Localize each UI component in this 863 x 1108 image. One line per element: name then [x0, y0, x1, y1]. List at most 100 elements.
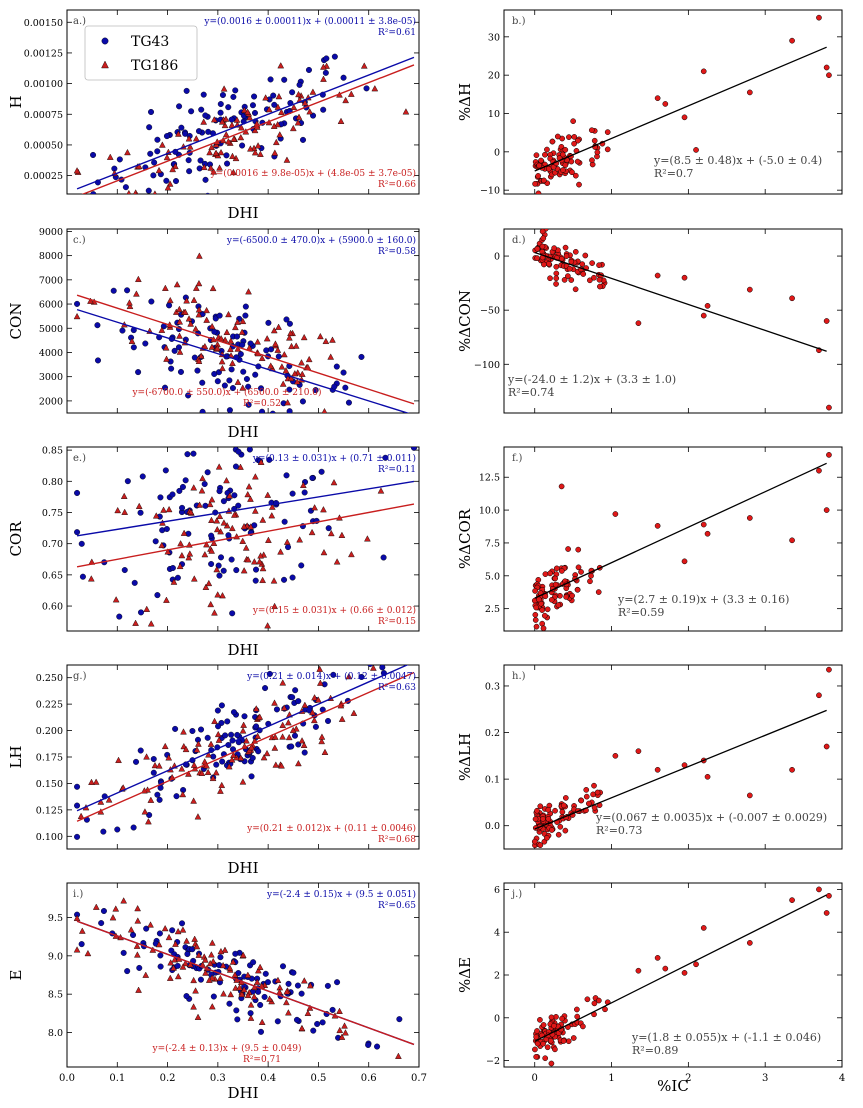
- data-point: [662, 101, 669, 107]
- data-point-tg43: [243, 376, 250, 383]
- data-point-tg186: [165, 505, 173, 513]
- data-point-tg43: [94, 322, 101, 329]
- data-point-tg43: [150, 172, 157, 179]
- data-point-tg43: [252, 371, 259, 378]
- data-point-tg43: [232, 950, 239, 957]
- panel-letter: h.): [512, 671, 526, 682]
- data-point-tg43: [252, 577, 259, 584]
- data-point: [534, 245, 541, 252]
- data-point-tg43: [309, 474, 316, 481]
- data-point: [537, 803, 544, 810]
- data-point-tg43: [334, 979, 341, 986]
- data-point-tg186: [166, 180, 174, 187]
- y-tick-label: 0.00025: [24, 171, 63, 182]
- data-point-tg186: [175, 130, 182, 137]
- data-point-tg43: [266, 456, 273, 463]
- data-point: [576, 181, 582, 188]
- data-point: [549, 138, 556, 145]
- y-tick-label: 2000: [39, 396, 63, 407]
- data-point: [537, 1016, 543, 1023]
- data-point: [545, 806, 552, 813]
- data-point: [570, 1035, 577, 1041]
- data-point-tg186: [304, 1009, 312, 1016]
- y-tick-label: 5000: [39, 324, 63, 335]
- data-point-tg43: [169, 927, 176, 934]
- data-point-tg186: [208, 1003, 216, 1010]
- y-tick-label: 12.5: [479, 473, 500, 484]
- data-point-tg186: [240, 986, 248, 993]
- data-point-tg186: [341, 1022, 348, 1029]
- data-point-tg186: [158, 207, 164, 213]
- data-point: [693, 147, 699, 153]
- x-tick-label: 0.0: [59, 1073, 75, 1084]
- data-point-tg186: [223, 477, 230, 484]
- data-point-tg43: [265, 319, 272, 326]
- data-point-tg43: [299, 398, 306, 405]
- data-point-tg186: [298, 1024, 306, 1032]
- data-point-tg186: [301, 701, 309, 708]
- data-point-tg186: [179, 963, 187, 970]
- data-point-tg186: [213, 517, 221, 524]
- data-point-tg43: [269, 410, 276, 413]
- data-point: [823, 910, 830, 916]
- data-point-tg186: [206, 149, 213, 156]
- data-point-tg186: [202, 969, 209, 976]
- data-point-tg186: [186, 143, 194, 150]
- data-point-tg43: [232, 87, 239, 94]
- data-point-tg43: [172, 725, 179, 732]
- data-point-tg186: [126, 302, 134, 309]
- data-point-tg186: [128, 337, 136, 344]
- data-point: [580, 1023, 586, 1030]
- data-point-tg186: [371, 85, 379, 92]
- data-point-tg43: [168, 365, 175, 372]
- data-point-tg186: [147, 921, 154, 928]
- data-point-tg43: [232, 463, 239, 470]
- legend-marker-tg43: [101, 37, 109, 45]
- data-point: [826, 72, 832, 79]
- data-point-tg43: [120, 949, 127, 956]
- data-point-tg43: [233, 1007, 240, 1014]
- fit-line: [534, 46, 827, 172]
- data-point-tg186: [200, 118, 208, 125]
- plot-area: [73, 252, 415, 413]
- data-point: [557, 823, 564, 830]
- data-point-tg43: [367, 665, 373, 667]
- data-point-tg43: [289, 574, 296, 581]
- data-point-tg43: [208, 561, 215, 568]
- data-point-tg186: [226, 964, 234, 971]
- data-point-tg186: [203, 306, 210, 314]
- y-tick-label: 0.250: [36, 673, 63, 684]
- panel-j: 0 1 2 3 4 −2 0 2 4 6 j.) %IC %ΔE y=(1.8 ± 0.055)x + (…: [456, 882, 845, 1095]
- data-point-tg186: [228, 524, 236, 532]
- data-point-tg43: [261, 993, 268, 1000]
- data-point-tg43: [182, 477, 189, 484]
- data-point: [540, 1040, 546, 1047]
- data-point-tg43: [139, 473, 146, 480]
- data-point-tg186: [162, 284, 169, 291]
- data-point: [532, 588, 538, 594]
- data-point-tg186: [179, 926, 187, 933]
- data-point: [540, 816, 546, 822]
- data-point-tg186: [329, 336, 336, 343]
- data-point-tg43: [296, 81, 303, 88]
- data-point-tg186: [202, 583, 210, 590]
- data-point-tg186: [207, 600, 215, 608]
- fit-r2-tg186: R²=0.68: [378, 835, 416, 845]
- data-point-tg43: [310, 1027, 317, 1034]
- data-point-tg43: [342, 384, 349, 391]
- data-point: [612, 511, 619, 517]
- data-point-tg186: [141, 808, 149, 815]
- plot-frame: [503, 228, 843, 414]
- data-point-tg186: [213, 658, 219, 664]
- y-tick-label: −10: [480, 186, 500, 197]
- fit-r2-tg43: R²=0.63: [378, 683, 416, 693]
- data-point-tg186: [114, 506, 122, 514]
- data-point-tg186: [187, 320, 194, 327]
- data-point-tg186: [171, 162, 179, 170]
- data-point: [551, 245, 558, 251]
- data-point-tg186: [208, 951, 215, 958]
- data-point-tg186: [306, 1004, 314, 1011]
- y-tick-label: 0: [494, 1013, 500, 1024]
- data-point: [704, 530, 711, 537]
- data-point-tg186: [220, 990, 227, 997]
